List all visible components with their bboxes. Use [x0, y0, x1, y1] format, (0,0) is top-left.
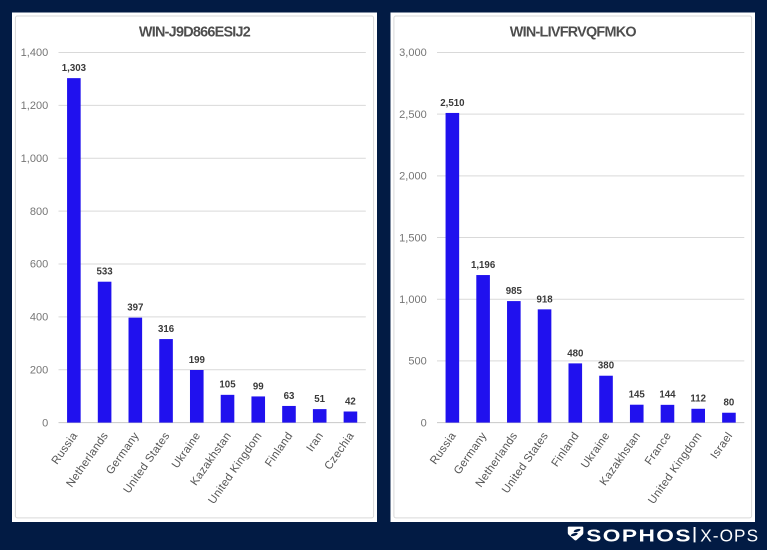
- svg-text:500: 500: [408, 356, 426, 368]
- svg-text:2,500: 2,500: [399, 109, 427, 121]
- svg-text:1,400: 1,400: [21, 47, 49, 59]
- svg-text:105: 105: [219, 380, 236, 391]
- svg-text:600: 600: [30, 259, 48, 271]
- svg-text:200: 200: [30, 364, 48, 376]
- svg-text:380: 380: [598, 361, 614, 372]
- svg-text:1,000: 1,000: [21, 153, 49, 165]
- svg-text:400: 400: [30, 312, 48, 324]
- svg-text:63: 63: [284, 391, 295, 402]
- svg-text:533: 533: [97, 267, 114, 278]
- svg-text:199: 199: [189, 355, 206, 366]
- svg-text:1,500: 1,500: [399, 232, 427, 244]
- svg-text:1,200: 1,200: [21, 100, 49, 112]
- svg-text:918: 918: [536, 294, 553, 305]
- svg-text:144: 144: [659, 390, 676, 401]
- svg-text:2,000: 2,000: [399, 171, 427, 183]
- svg-text:51: 51: [314, 394, 325, 405]
- svg-text:1,196: 1,196: [471, 260, 496, 271]
- svg-text:0: 0: [42, 417, 48, 429]
- svg-text:80: 80: [724, 398, 735, 409]
- svg-text:316: 316: [158, 324, 175, 335]
- svg-text:985: 985: [506, 286, 523, 297]
- svg-text:SOPHOS: SOPHOS: [586, 527, 692, 546]
- svg-text:480: 480: [567, 348, 583, 359]
- svg-text:X-OPS: X-OPS: [700, 525, 759, 545]
- svg-text:1,000: 1,000: [399, 294, 427, 306]
- svg-text:3,000: 3,000: [399, 47, 427, 59]
- svg-text:112: 112: [690, 394, 706, 405]
- svg-text:1,303: 1,303: [62, 63, 87, 74]
- svg-text:42: 42: [345, 396, 356, 407]
- svg-text:397: 397: [127, 303, 143, 314]
- svg-text:145: 145: [629, 390, 646, 401]
- svg-text:WIN-LIVFRVQFMKO: WIN-LIVFRVQFMKO: [510, 25, 637, 41]
- svg-text:0: 0: [421, 417, 427, 429]
- svg-text:WIN-J9D866ESIJ2: WIN-J9D866ESIJ2: [139, 25, 251, 41]
- svg-text:99: 99: [253, 381, 264, 392]
- svg-text:2,510: 2,510: [440, 98, 464, 109]
- svg-text:800: 800: [30, 206, 48, 218]
